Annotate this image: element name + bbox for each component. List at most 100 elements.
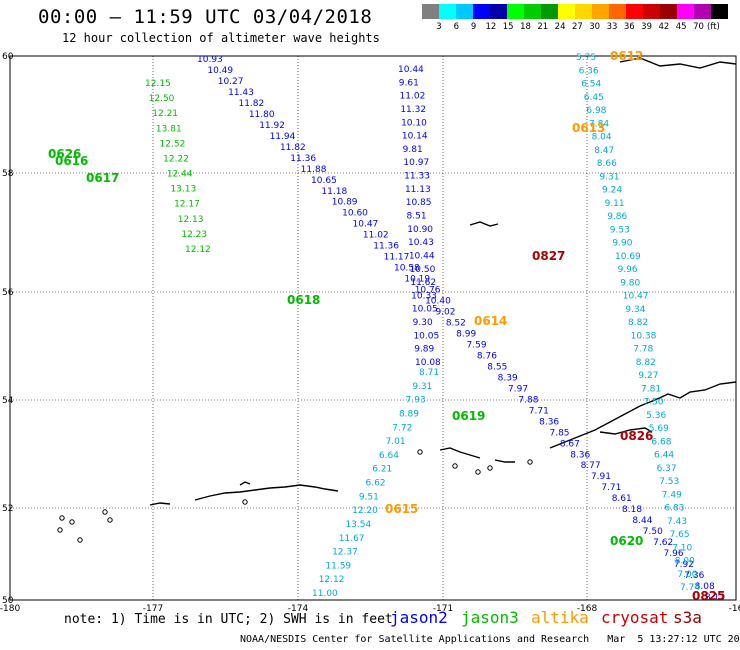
- obs-value: 9.27: [638, 371, 658, 381]
- obs-value: 11.02: [400, 92, 426, 102]
- scale-label: 39: [641, 22, 652, 32]
- obs-value: 6.44: [654, 451, 674, 461]
- coastline: [194, 484, 339, 501]
- obs-value: 8.76: [477, 351, 497, 361]
- obs-value: 9.02: [435, 308, 455, 318]
- obs-value: 7.62: [653, 538, 673, 548]
- obs-value: 5.69: [649, 424, 669, 434]
- scale-swatch: [575, 4, 592, 19]
- obs-value: 12.17: [174, 200, 200, 210]
- map-subtitle: 12 hour collection of altimeter wave hei…: [62, 31, 380, 45]
- obs-value: 13.54: [345, 520, 371, 530]
- obs-value: 11.36: [290, 154, 316, 164]
- obs-value: 10.65: [311, 176, 337, 186]
- obs-value: 9.86: [607, 212, 627, 222]
- obs-value: 10.05: [413, 331, 439, 341]
- island: [59, 515, 65, 521]
- obs-value: 7.81: [641, 384, 661, 394]
- map-frame: [9, 55, 737, 601]
- obs-value: 7.01: [386, 437, 406, 447]
- obs-value: 7.88: [518, 395, 538, 405]
- coastline: [494, 459, 515, 463]
- obs-value: 10.10: [401, 118, 427, 128]
- obs-value: 12.22: [163, 154, 189, 164]
- satellite-legend-cryosat: cryosat: [601, 608, 669, 627]
- scale-swatch: [694, 4, 711, 19]
- obs-value: 9.31: [412, 382, 432, 392]
- obs-value: 11.00: [312, 589, 338, 599]
- obs-value: 10.47: [623, 292, 649, 302]
- coastline: [549, 381, 737, 449]
- obs-value: 10.97: [403, 158, 429, 168]
- obs-value: 7.50: [643, 527, 663, 537]
- scale-label: 15: [502, 22, 514, 32]
- satellite-legend-altika: altika: [531, 608, 589, 627]
- obs-value: 11.43: [228, 88, 254, 98]
- obs-value: 7.59: [467, 340, 487, 350]
- obs-value: 8.44: [632, 516, 652, 526]
- coastline: [599, 427, 653, 435]
- obs-value: 7.85: [549, 428, 569, 438]
- scale-swatch: [524, 4, 541, 19]
- obs-value: 7.96: [664, 549, 684, 559]
- obs-value: 10.89: [332, 198, 358, 208]
- obs-value: 11.36: [373, 242, 399, 252]
- obs-value: 6.45: [584, 93, 604, 103]
- pass-label: 0825: [692, 589, 725, 603]
- obs-value: 7.84: [589, 119, 609, 129]
- obs-value: 10.08: [415, 358, 441, 368]
- obs-value: 8.67: [560, 439, 580, 449]
- lat-tick-label: 54: [2, 396, 14, 406]
- lon-tick-label: -168: [577, 604, 598, 614]
- obs-value: 8.04: [592, 133, 612, 143]
- credit-line: NOAA/NESDIS Center for Satellite Applica…: [240, 634, 740, 645]
- obs-value: 12.37: [332, 548, 358, 558]
- island: [527, 459, 533, 465]
- obs-value: 11.80: [249, 110, 275, 120]
- obs-value: 12.12: [319, 575, 345, 585]
- pass-label: 0620: [610, 534, 643, 548]
- obs-value: 6.98: [586, 106, 606, 116]
- obs-value: 7.50: [644, 398, 664, 408]
- obs-value: 10.05: [412, 305, 438, 315]
- obs-value: 12.13: [178, 215, 204, 225]
- pass-label: 0827: [532, 249, 565, 263]
- obs-value: 8.61: [612, 494, 632, 504]
- coastline: [439, 447, 481, 459]
- obs-value: 10.60: [342, 209, 368, 219]
- obs-value: 11.17: [384, 253, 410, 263]
- coastline: [469, 221, 499, 227]
- obs-value: 9.90: [612, 239, 632, 249]
- scale-label: 33: [606, 22, 618, 32]
- obs-value: 11.94: [270, 132, 296, 142]
- obs-value: 10.47: [353, 220, 379, 230]
- map-title: 00:00 – 11:59 UTC 03/04/2018: [38, 6, 373, 28]
- obs-value: 7.91: [591, 472, 611, 482]
- scale-swatch: [507, 4, 524, 19]
- obs-value: 12.23: [181, 230, 207, 240]
- obs-value: 8.82: [636, 358, 656, 368]
- obs-value: 5.36: [646, 411, 666, 421]
- pass-label: 0613: [572, 121, 605, 135]
- obs-value: 8.36: [539, 417, 559, 427]
- obs-value: 8.82: [628, 318, 648, 328]
- island: [107, 517, 113, 523]
- obs-value: 7.93: [406, 396, 426, 406]
- scale-label: 3: [436, 22, 442, 32]
- obs-value: 11.67: [339, 534, 365, 544]
- coastline: [619, 57, 737, 69]
- obs-value: 11.32: [400, 105, 426, 115]
- obs-value: 10.38: [631, 331, 657, 341]
- scale-swatch: [473, 4, 490, 19]
- obs-value: 6.62: [366, 479, 386, 489]
- scale-unit: (ft): [707, 22, 720, 32]
- obs-value: 10.40: [425, 297, 451, 307]
- satellite-legend-jason2: jason2: [390, 608, 448, 627]
- scale-label: 30: [589, 22, 601, 32]
- obs-value: 6.37: [657, 464, 677, 474]
- obs-value: 10.44: [398, 65, 424, 75]
- obs-value: 8.66: [597, 159, 617, 169]
- obs-value: 7.92: [674, 560, 694, 570]
- obs-value: 13.81: [156, 124, 182, 134]
- obs-value: 11.18: [321, 187, 347, 197]
